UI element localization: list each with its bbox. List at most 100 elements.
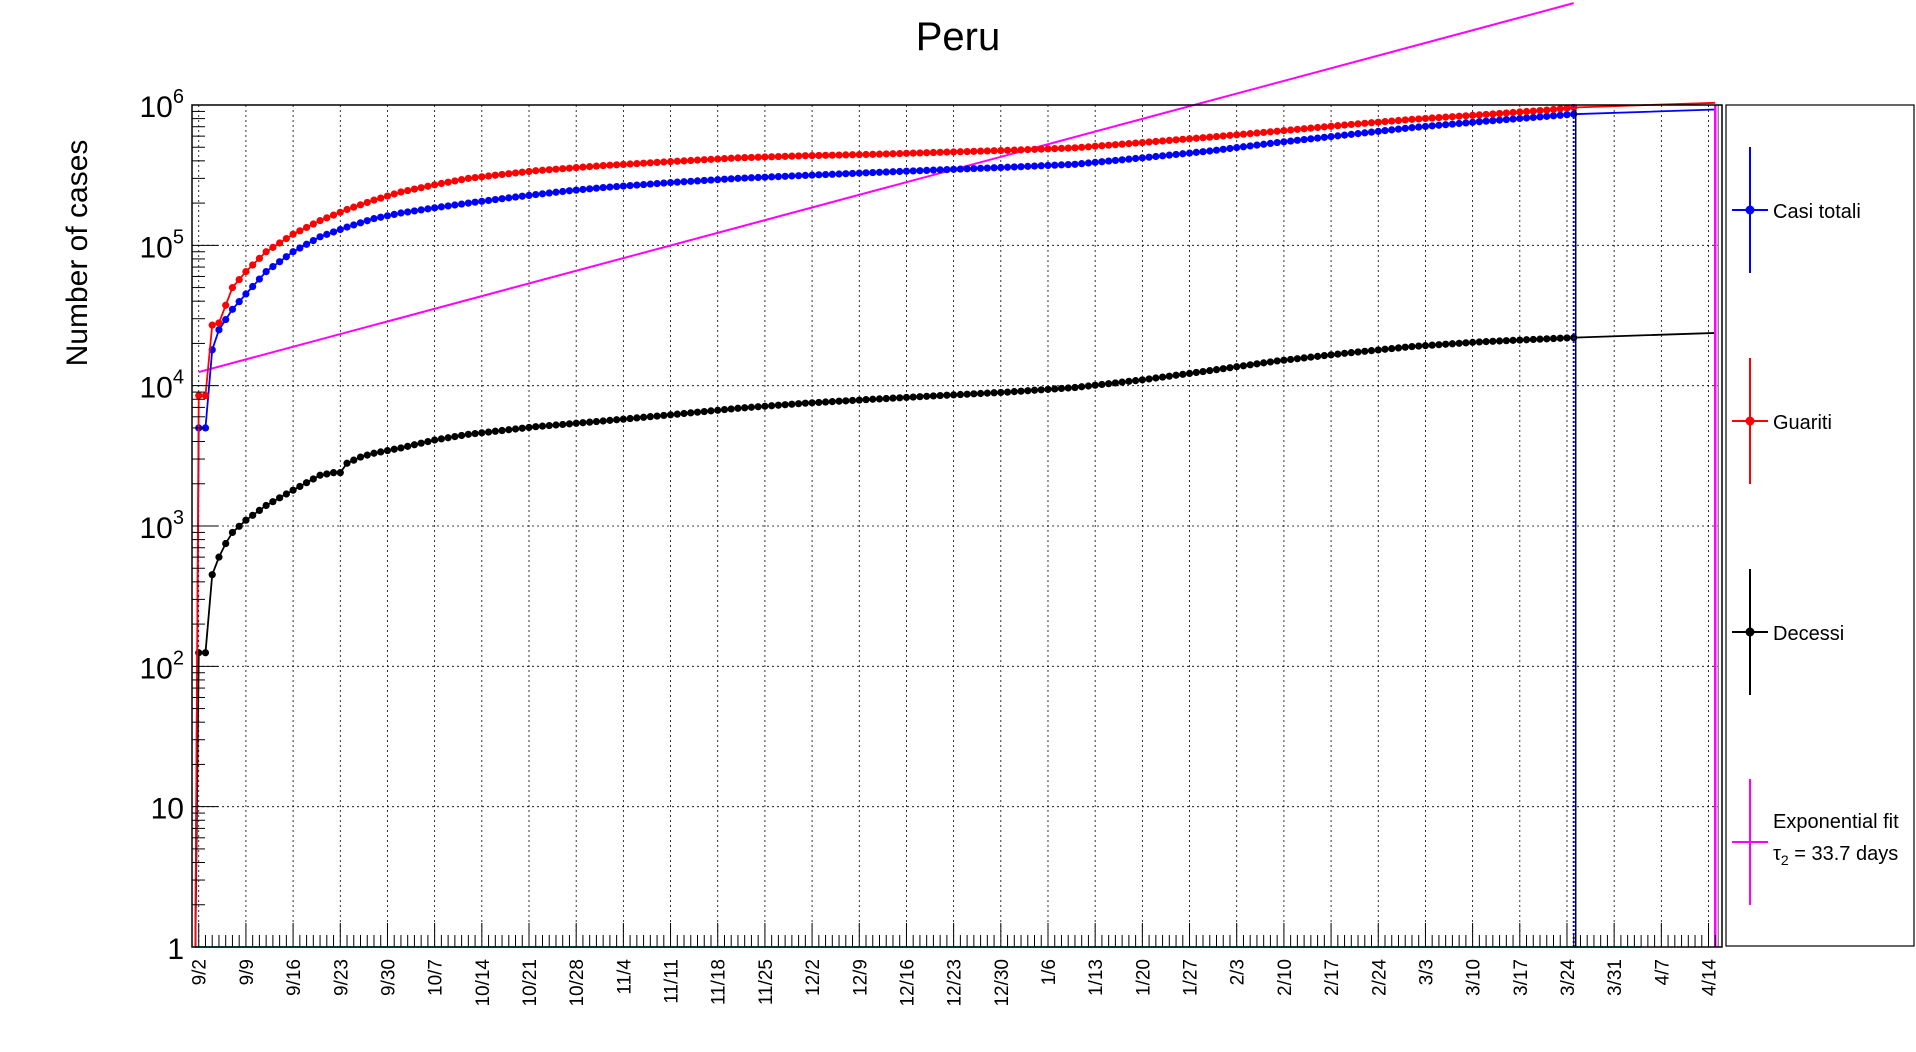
x-axis-ticks: 9/2 9/9 9/16 9/23 9/30 10/7 10/14 10/21 10/28 11/… — [190, 923, 1721, 1007]
exponential-fit-line — [198, 2, 1574, 374]
data-point — [478, 429, 486, 437]
data-point — [532, 190, 540, 199]
x-tick-label: 10/7 — [426, 959, 447, 996]
data-point — [1556, 334, 1564, 342]
data-point — [734, 404, 742, 412]
data-point — [1260, 359, 1268, 367]
data-point — [1111, 379, 1119, 387]
data-point — [1307, 124, 1315, 132]
data-point — [1455, 119, 1463, 128]
data-point — [444, 178, 452, 186]
legend-label: Casi totali — [1773, 201, 1861, 223]
data-point — [552, 421, 560, 429]
data-point — [997, 388, 1005, 397]
data-point — [842, 170, 850, 178]
data-point — [370, 449, 378, 457]
data-point — [478, 197, 486, 205]
data-point — [350, 456, 358, 464]
data-point — [1374, 118, 1382, 126]
data-point — [970, 147, 978, 155]
data-point — [538, 190, 547, 198]
data-point — [323, 470, 331, 478]
data-point — [498, 170, 506, 179]
data-point — [464, 199, 472, 207]
data-point — [1064, 160, 1072, 169]
data-point — [592, 417, 601, 426]
data-point — [525, 191, 533, 199]
data-point — [1098, 380, 1106, 389]
data-point — [700, 407, 708, 416]
data-point — [768, 173, 776, 181]
data-point — [538, 166, 547, 174]
data-point — [1165, 136, 1173, 144]
data-point — [579, 163, 587, 171]
data-point — [842, 151, 850, 159]
data-point — [1138, 154, 1146, 162]
data-point — [1212, 146, 1221, 154]
data-point — [296, 244, 304, 252]
data-point — [855, 396, 863, 404]
data-point — [1327, 122, 1335, 130]
data-point — [343, 459, 351, 467]
data-point — [1475, 118, 1483, 126]
data-point — [1199, 148, 1207, 156]
data-point — [1516, 336, 1524, 344]
data-point — [242, 290, 250, 298]
data-point — [889, 150, 897, 158]
data-point — [976, 389, 985, 398]
data-point — [1354, 348, 1362, 356]
data-point — [788, 172, 796, 180]
data-point — [1246, 361, 1254, 369]
data-point — [437, 435, 445, 443]
data-point — [1132, 377, 1140, 385]
data-point — [356, 201, 365, 209]
x-tick-label: 4/7 — [1652, 959, 1673, 985]
data-point — [896, 149, 904, 158]
data-point — [1549, 105, 1558, 114]
legend-marker — [1745, 416, 1755, 426]
data-point — [720, 405, 729, 414]
data-point — [1354, 120, 1362, 128]
x-tick-label: 3/31 — [1605, 959, 1626, 996]
data-point — [720, 175, 729, 183]
data-point — [417, 439, 425, 447]
data-point — [943, 166, 951, 174]
data-point — [1226, 144, 1234, 153]
data-point — [1536, 335, 1544, 343]
data-point — [923, 149, 931, 157]
data-point — [963, 390, 971, 398]
data-point — [1455, 112, 1463, 120]
data-point — [592, 184, 601, 192]
data-point — [848, 169, 857, 178]
data-point — [956, 390, 964, 399]
data-point — [309, 220, 317, 228]
data-point — [249, 282, 257, 291]
data-point — [1388, 117, 1396, 125]
data-point — [970, 164, 978, 173]
data-point — [666, 158, 675, 166]
data-point — [302, 240, 311, 248]
y-tick-label: 1 — [167, 933, 184, 966]
data-point — [633, 414, 641, 422]
data-point — [336, 225, 344, 234]
data-point — [1293, 136, 1301, 144]
x-tick-label: 4/14 — [1700, 959, 1721, 996]
data-point — [1111, 141, 1119, 149]
data-point — [1320, 352, 1328, 360]
x-tick-label: 12/2 — [803, 959, 824, 996]
data-point — [1003, 388, 1012, 396]
data-point — [1219, 132, 1227, 140]
data-point — [626, 414, 634, 423]
data-point — [1509, 108, 1517, 117]
data-point — [795, 400, 803, 408]
data-point — [774, 152, 782, 161]
data-point — [471, 429, 479, 438]
data-point — [896, 394, 904, 402]
data-point — [976, 147, 985, 155]
data-point — [282, 490, 290, 498]
data-point — [559, 187, 567, 196]
data-point — [228, 283, 237, 292]
data-point — [1030, 145, 1039, 153]
legend-box — [1725, 104, 1915, 947]
data-point — [222, 301, 230, 309]
